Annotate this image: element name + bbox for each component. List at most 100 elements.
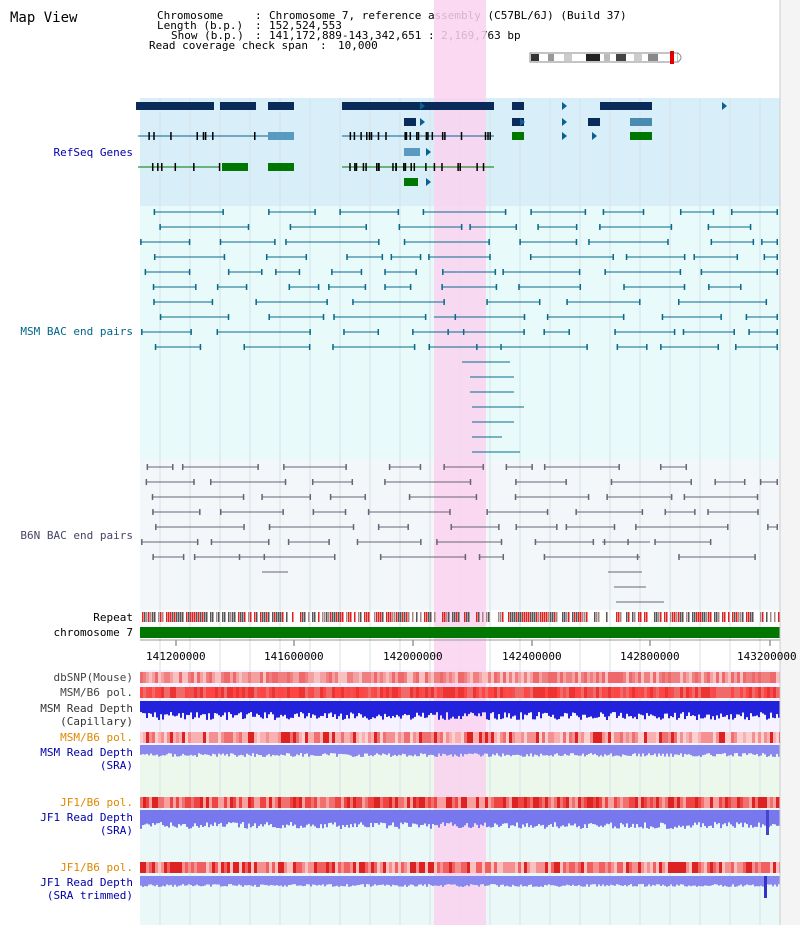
axis-tick-label: 141600000 bbox=[264, 650, 324, 663]
jf1-b6-pol-strip bbox=[380, 797, 383, 808]
jf1-b6-pol-strip bbox=[275, 797, 278, 808]
msm-depth-sra-bar bbox=[558, 745, 560, 756]
jf1-b6-pol-strip bbox=[503, 797, 506, 808]
track-label-b6n-bac[interactable]: B6N BAC end pairs bbox=[20, 529, 133, 542]
jf1-b6-pol-strip-2 bbox=[293, 862, 296, 873]
jf1-depth-trim-bar bbox=[648, 876, 650, 885]
bac-end bbox=[360, 269, 363, 275]
bac-end bbox=[403, 239, 406, 245]
msm-depth-capillary-bar bbox=[448, 701, 450, 720]
jf1-b6-pol-strip-2 bbox=[542, 862, 545, 873]
msm-depth-sra-bar bbox=[476, 745, 478, 754]
msm-b6-pol-strip-2 bbox=[536, 732, 539, 743]
track-label-refseq[interactable]: RefSeq Genes bbox=[53, 146, 133, 159]
track-label-jf1-b6-pol[interactable]: JF1/B6 pol. bbox=[60, 796, 133, 809]
track-label-jf1-depth-trim[interactable]: JF1 Read Depth bbox=[40, 876, 133, 889]
jf1-b6-pol-strip-2 bbox=[686, 862, 689, 873]
jf1-depth-trim-bar bbox=[324, 876, 326, 887]
track-label-msm-b6-pol[interactable]: MSM/B6 pol. bbox=[60, 686, 133, 699]
dbsnp-strip bbox=[389, 672, 392, 683]
msm-b6-pol-strip-2 bbox=[680, 732, 683, 743]
msm-depth-sra-bar bbox=[322, 745, 324, 755]
jf1-b6-pol-strip bbox=[587, 797, 590, 808]
repeat-element bbox=[628, 612, 630, 622]
msm-depth-capillary-bar bbox=[510, 701, 512, 719]
msm-depth-sra-bar bbox=[518, 745, 520, 755]
msm-depth-sra-bar bbox=[578, 745, 580, 756]
msm-depth-sra-bar bbox=[666, 745, 668, 754]
chromosome-bar[interactable] bbox=[140, 627, 780, 638]
jf1-b6-pol-strip bbox=[269, 797, 272, 808]
track-label-dbsnp[interactable]: dbSNP(Mouse) bbox=[53, 671, 133, 684]
jf1-depth-sra-bar bbox=[358, 810, 360, 825]
track-label-chromosome[interactable]: chromosome 7 bbox=[53, 626, 133, 639]
track-label-jf1-depth-sra[interactable]: JF1 Read Depth bbox=[40, 811, 133, 824]
track-label-repeat[interactable]: Repeat bbox=[93, 611, 133, 624]
jf1-depth-trim-bar bbox=[546, 876, 548, 886]
dbsnp-strip bbox=[221, 672, 224, 683]
msm-depth-sra-bar bbox=[512, 745, 514, 755]
repeat-track[interactable] bbox=[142, 612, 780, 622]
bac-end bbox=[343, 329, 345, 335]
bac-end bbox=[670, 494, 673, 500]
msm-b6-pol-strip bbox=[452, 687, 455, 698]
dbsnp-strip bbox=[299, 672, 302, 683]
track-label-msm-bac[interactable]: MSM BAC end pairs bbox=[20, 325, 133, 338]
track-label-msm-b6-pol-2[interactable]: MSM/B6 pol. bbox=[60, 731, 133, 744]
jf1-depth-sra-bar bbox=[510, 810, 512, 826]
msm-b6-pol-strip-2 bbox=[161, 732, 164, 743]
jf1-b6-pol-strip-2 bbox=[437, 862, 440, 873]
msm-depth-capillary-bar bbox=[174, 701, 176, 717]
msm-b6-pol-strip-2 bbox=[752, 732, 755, 743]
jf1-depth-sra-bar bbox=[406, 810, 408, 823]
msm-depth-sra-bar bbox=[424, 745, 426, 754]
jf1-depth-sra-bar bbox=[174, 810, 176, 827]
bac-end bbox=[543, 329, 545, 335]
strand-arrow bbox=[592, 132, 597, 140]
msm-depth-sra-bar bbox=[240, 745, 242, 755]
msm-depth-sra-bar bbox=[300, 745, 302, 754]
jf1-b6-pol-strip bbox=[167, 797, 170, 808]
jf1-depth-trim-bar bbox=[608, 876, 610, 886]
jf1-b6-pol-strip bbox=[392, 797, 395, 808]
msm-b6-pol-strip bbox=[458, 687, 461, 698]
axis-tick-label: 142000000 bbox=[383, 650, 443, 663]
jf1-depth-trim-bar bbox=[288, 876, 290, 885]
msm-b6-pol-strip bbox=[278, 687, 281, 698]
msm-b6-pol-strip bbox=[758, 687, 761, 698]
msm-b6-pol-strip-2 bbox=[692, 732, 695, 743]
jf1-depth-trim-bar bbox=[612, 876, 614, 886]
msm-depth-sra-bar bbox=[170, 745, 172, 754]
bac-end bbox=[415, 269, 417, 275]
jf1-depth-trim-bar bbox=[474, 876, 476, 885]
repeat-element bbox=[694, 612, 696, 622]
jf1-depth-sra-bar bbox=[324, 810, 326, 825]
jf1-b6-pol-strip-2 bbox=[209, 862, 212, 873]
jf1-depth-sra-bar bbox=[380, 810, 382, 823]
track-label-msm-depth-sra[interactable]: MSM Read Depth bbox=[40, 746, 133, 759]
jf1-depth-sra-bar bbox=[214, 810, 216, 823]
msm-b6-pol-strip bbox=[236, 687, 239, 698]
jf1-depth-sra-bar bbox=[482, 810, 484, 826]
exon bbox=[370, 132, 373, 140]
msm-depth-capillary-bar bbox=[404, 701, 406, 714]
dbsnp-strip bbox=[515, 672, 518, 683]
track-label-jf1-b6-pol-2[interactable]: JF1/B6 pol. bbox=[60, 861, 133, 874]
msm-depth-sra-bar bbox=[238, 745, 240, 756]
jf1-depth-sra-bar bbox=[442, 810, 444, 823]
jf1-depth-trim-bar bbox=[334, 876, 336, 887]
dbsnp-strip bbox=[656, 672, 659, 683]
jf1-depth-sra-bar bbox=[436, 810, 438, 826]
jf1-b6-pol-strip-2 bbox=[737, 862, 740, 873]
jf1-depth-trim-bar bbox=[204, 876, 206, 886]
jf1-depth-trim-bar bbox=[416, 876, 418, 887]
jf1-b6-pol-strip-2 bbox=[662, 862, 665, 873]
msm-b6-pol-strip bbox=[215, 687, 218, 698]
track-label-msm-depth-cap[interactable]: MSM Read Depth bbox=[40, 702, 133, 715]
msm-b6-pol-strip-2 bbox=[314, 732, 317, 743]
jf1-depth-trim-bar bbox=[594, 876, 596, 885]
msm-depth-sra-bar bbox=[514, 745, 516, 756]
msm-depth-sra-bar bbox=[254, 745, 256, 757]
chromosome-ideogram[interactable] bbox=[529, 51, 682, 64]
